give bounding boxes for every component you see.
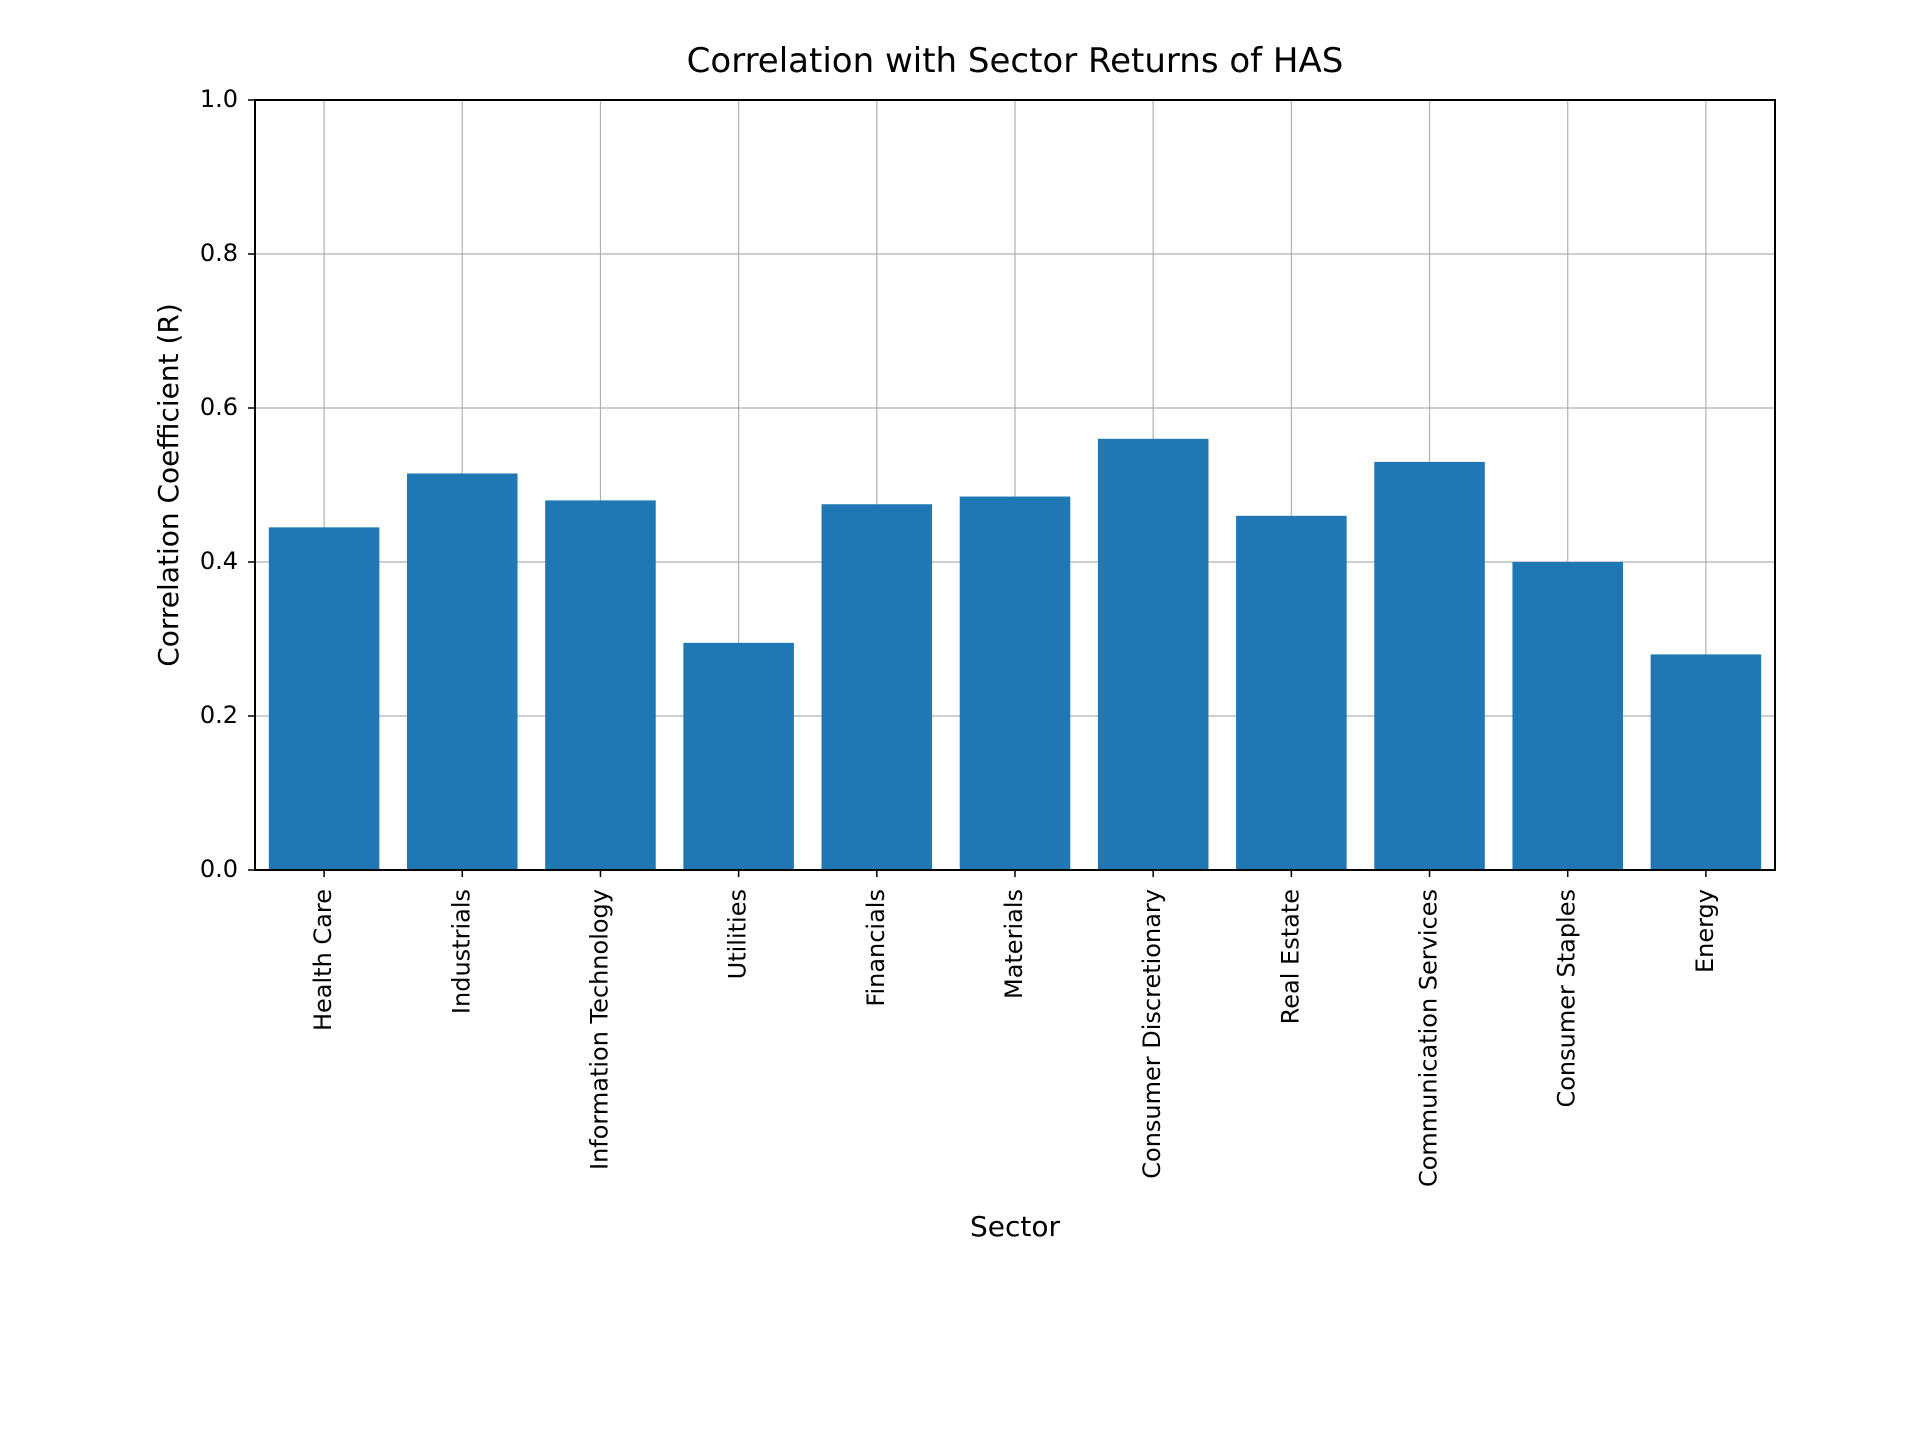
- bar-chart: 0.0 0.2 0.4 0.6 0.8 1.0 Health Care Industrials…: [0, 0, 1920, 1440]
- ytick-label: 0.0: [200, 855, 238, 883]
- xtick-label: Consumer Staples: [1553, 889, 1581, 1108]
- bar: [545, 500, 656, 870]
- ytick-label: 0.4: [200, 547, 238, 575]
- xtick-label: Consumer Discretionary: [1138, 889, 1166, 1179]
- xtick-label: Industrials: [447, 889, 475, 1014]
- bar: [269, 527, 380, 870]
- xtick-label: Information Technology: [585, 889, 613, 1170]
- bar: [960, 497, 1071, 870]
- bar: [822, 504, 933, 870]
- bar: [683, 643, 794, 870]
- ytick-label: 1.0: [200, 85, 238, 113]
- xtick-label: Materials: [1000, 889, 1028, 999]
- bar: [1512, 562, 1623, 870]
- bar: [1236, 516, 1347, 870]
- y-axis-label: Correlation Coefficient (R): [152, 303, 185, 667]
- xtick-label: Utilities: [724, 889, 752, 979]
- xtick-label: Financials: [862, 889, 890, 1007]
- ytick-label: 0.6: [200, 393, 238, 421]
- bar: [1651, 654, 1762, 870]
- ytick-label: 0.2: [200, 701, 238, 729]
- chart-title: Correlation with Sector Returns of HAS: [687, 41, 1344, 81]
- xtick-label: Health Care: [309, 889, 337, 1031]
- bar: [407, 473, 518, 870]
- ytick-label: 0.8: [200, 239, 238, 267]
- xtick-label: Communication Services: [1415, 889, 1443, 1187]
- chart-container: 0.0 0.2 0.4 0.6 0.8 1.0 Health Care Industrials…: [0, 0, 1920, 1440]
- bar: [1098, 439, 1209, 870]
- xtick-label: Real Estate: [1276, 889, 1304, 1024]
- x-axis-label: Sector: [970, 1210, 1061, 1243]
- bar: [1374, 462, 1485, 870]
- xtick-label: Energy: [1691, 889, 1719, 973]
